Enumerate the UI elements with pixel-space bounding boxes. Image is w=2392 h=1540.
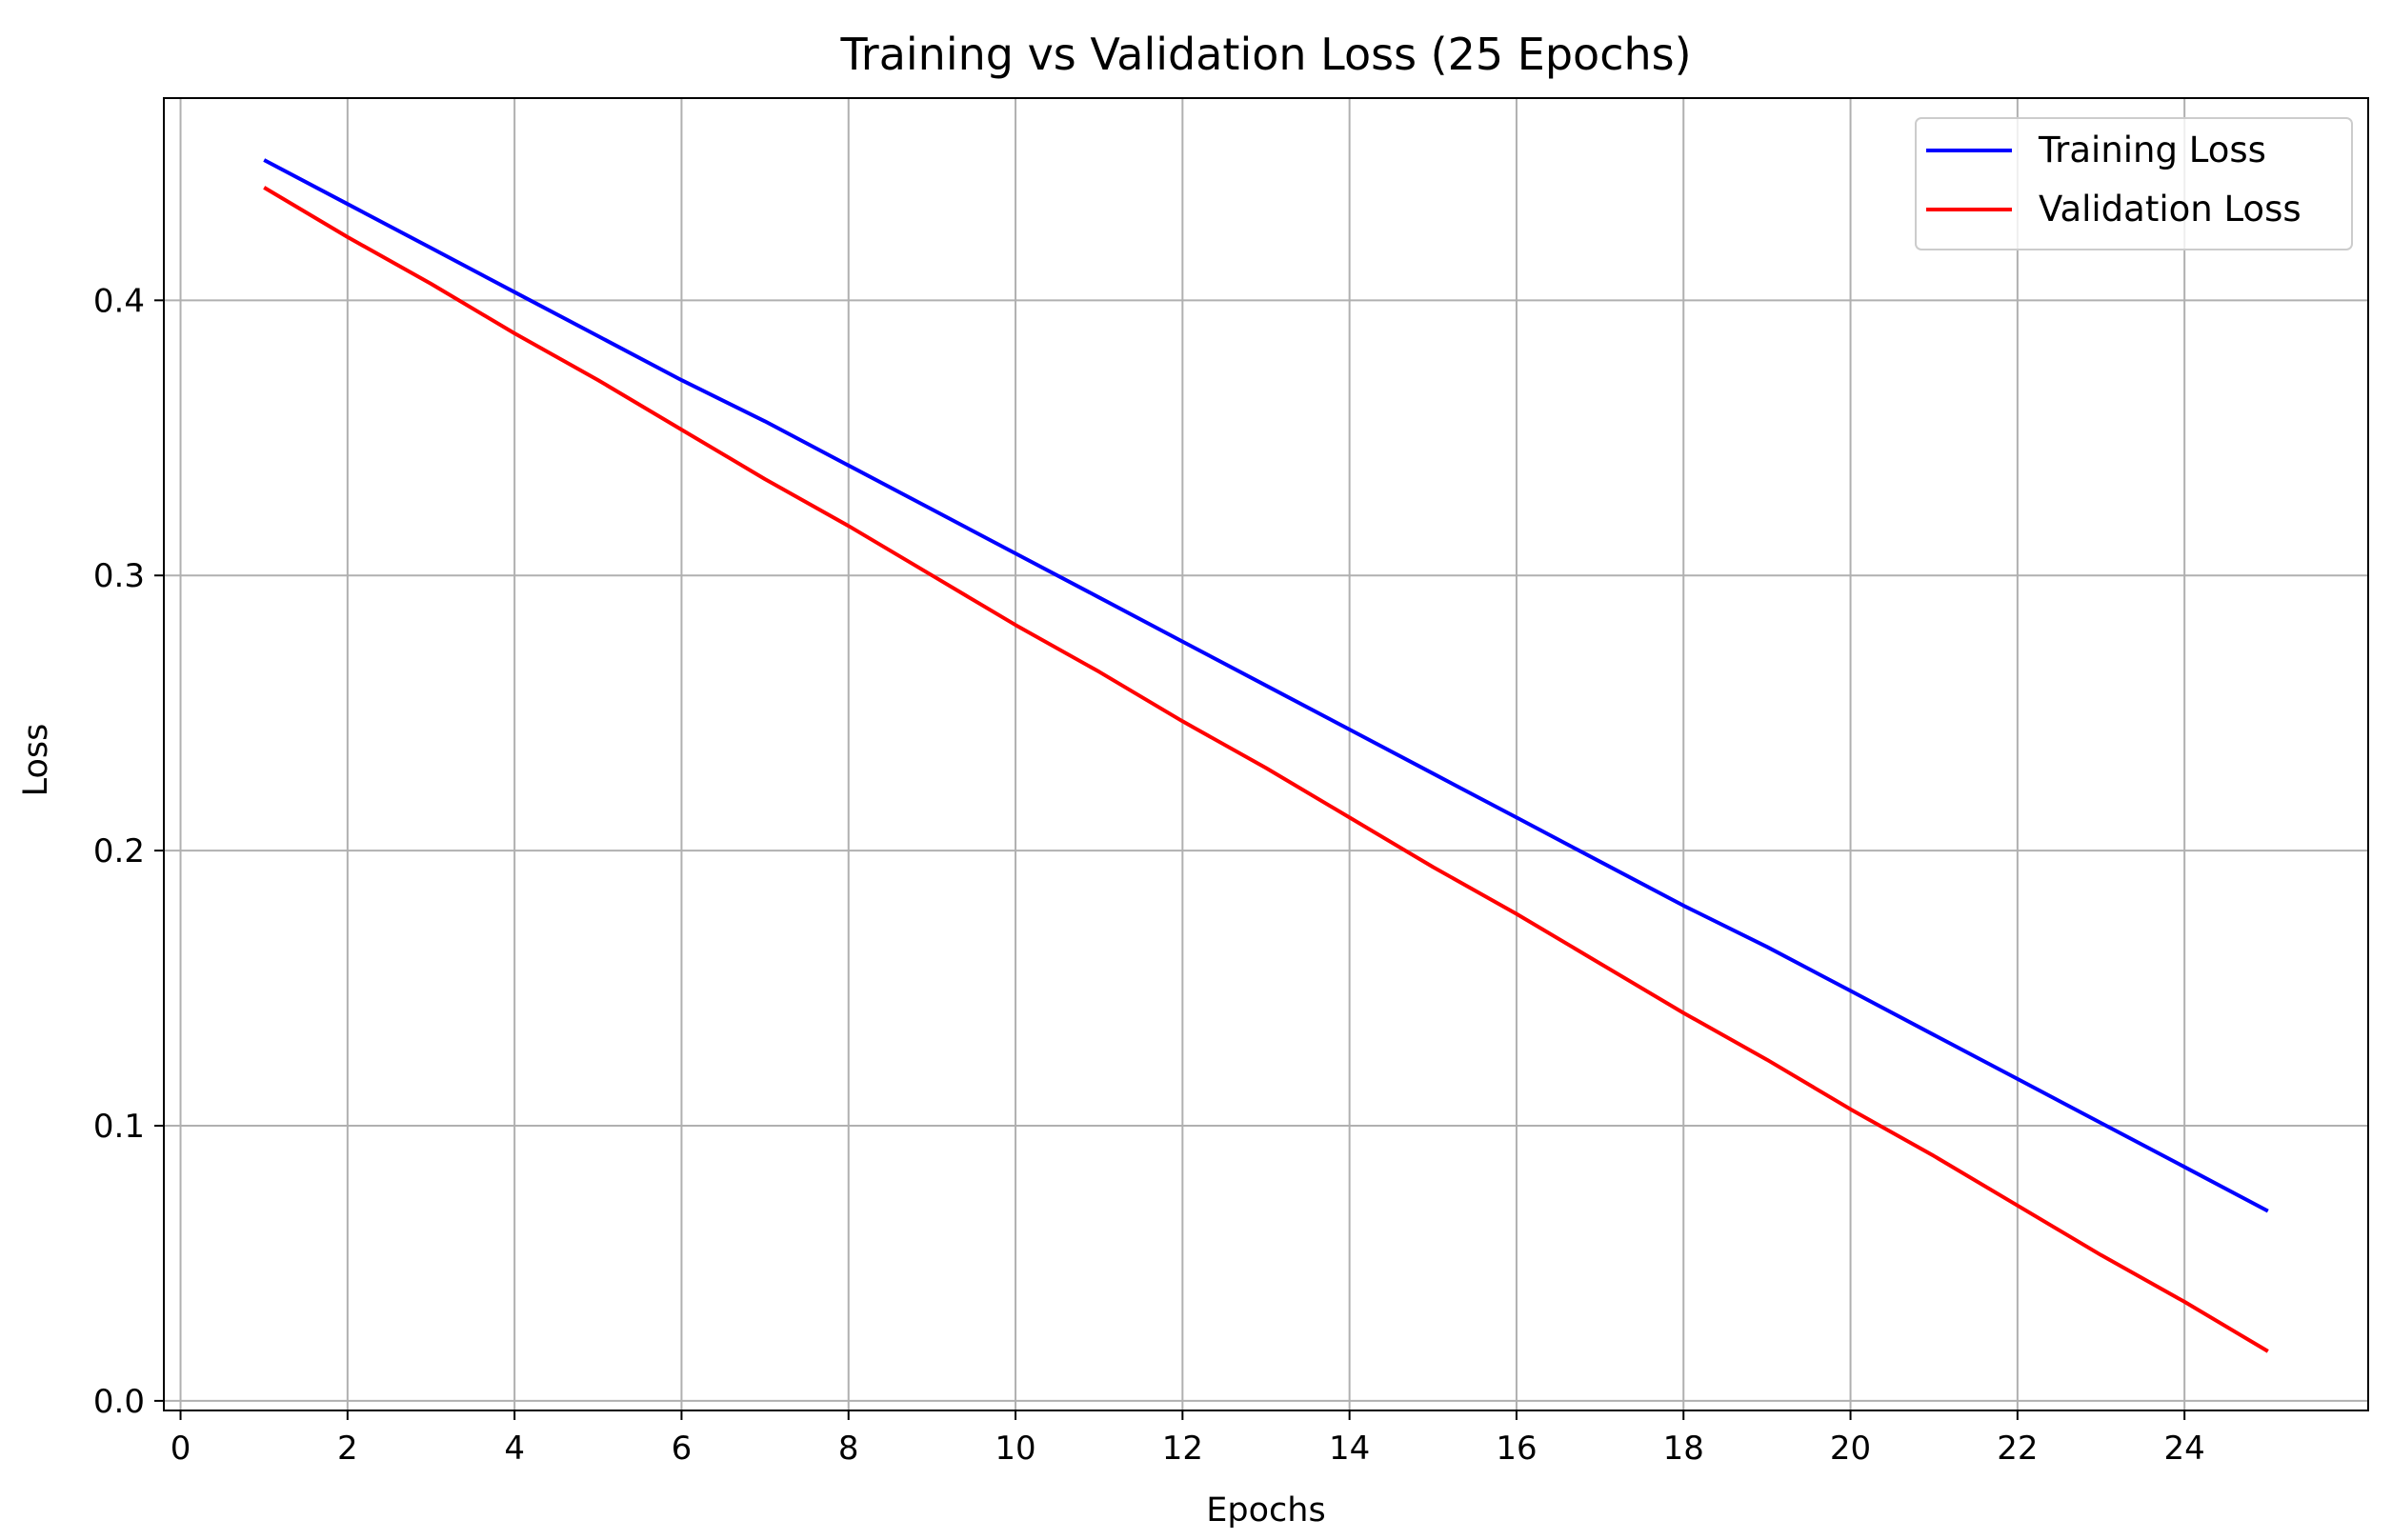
x-tick-label: 24: [2164, 1430, 2205, 1468]
series-line-validation-loss: [263, 186, 2269, 1353]
axis-ticks: 0 2 4 6 8 10 12 14 16 18 20 22 240.00.10.20.30.4: [93, 282, 2205, 1468]
x-tick-label: 0: [171, 1430, 191, 1468]
x-tick-label: 16: [1496, 1430, 1537, 1468]
series-lines: [263, 158, 2269, 1353]
y-tick-label: 0.3: [93, 557, 145, 595]
plot-area-frame: [163, 97, 2369, 1411]
x-tick-label: 10: [995, 1430, 1035, 1468]
x-tick-label: 12: [1162, 1430, 1203, 1468]
y-tick-label: 0.0: [93, 1383, 145, 1421]
x-tick-label: 22: [1997, 1430, 2038, 1468]
x-tick-label: 20: [1830, 1430, 1871, 1468]
x-tick-label: 8: [838, 1430, 859, 1468]
series-line-training-loss: [263, 158, 2269, 1213]
legend: Training Loss Validation Loss: [1915, 117, 2353, 250]
x-tick-label: 18: [1663, 1430, 1704, 1468]
y-tick-label: 0.2: [93, 832, 145, 870]
y-axis-label: Loss: [17, 724, 55, 797]
x-tick-label: 6: [672, 1430, 693, 1468]
x-tick-label: 14: [1329, 1430, 1370, 1468]
legend-label-training-loss: Training Loss: [2038, 130, 2266, 170]
grid: [164, 98, 2368, 1410]
legend-box: [1915, 117, 2353, 250]
legend-label-validation-loss: Validation Loss: [2039, 189, 2302, 230]
x-axis-label: Epochs: [1206, 1491, 1325, 1530]
y-tick-label: 0.1: [93, 1108, 145, 1146]
x-tick-label: 4: [504, 1430, 525, 1468]
chart-title: Training vs Validation Loss (25 Epochs): [839, 29, 1691, 80]
x-tick-label: 2: [337, 1430, 358, 1468]
y-tick-label: 0.4: [93, 282, 145, 320]
